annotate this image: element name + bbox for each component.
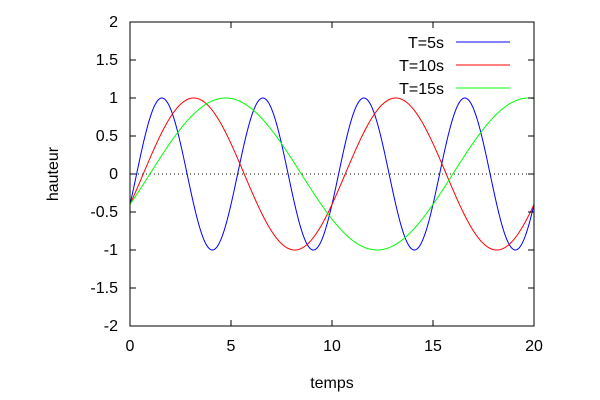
x-tick-label: 0 [126,338,135,355]
legend-label: T=15s [399,81,444,98]
y-axis-label: hauteur [45,146,62,201]
y-tick-label: -2 [104,318,118,335]
y-tick-label: -1.5 [90,280,118,297]
y-tick-label: 1 [109,90,118,107]
x-tick-label: 20 [525,338,543,355]
y-tick-label: 2 [109,14,118,31]
series-line-2 [129,97,535,251]
legend-label: T=10s [399,58,444,75]
y-tick-label: -1 [104,242,118,259]
y-tick-label: 0 [109,166,118,183]
legend-label: T=5s [408,35,444,52]
x-tick-label: 15 [424,338,442,355]
tick-labels-group: 0 5 10 15 20 -2 -1.5 -1 -0.5 0 0.5 1 1.5 2 [90,14,543,355]
y-tick-label: 1.5 [96,52,118,69]
x-axis-label: temps [310,375,354,392]
y-tick-label: 0.5 [96,128,118,145]
y-tick-label: -0.5 [90,204,118,221]
x-tick-label: 5 [227,338,236,355]
ticks-group [130,22,534,326]
series-group [129,97,535,251]
x-tick-label: 10 [323,338,341,355]
legend: T=5s T=10s T=15s [399,35,510,98]
series-line-3 [129,97,535,251]
